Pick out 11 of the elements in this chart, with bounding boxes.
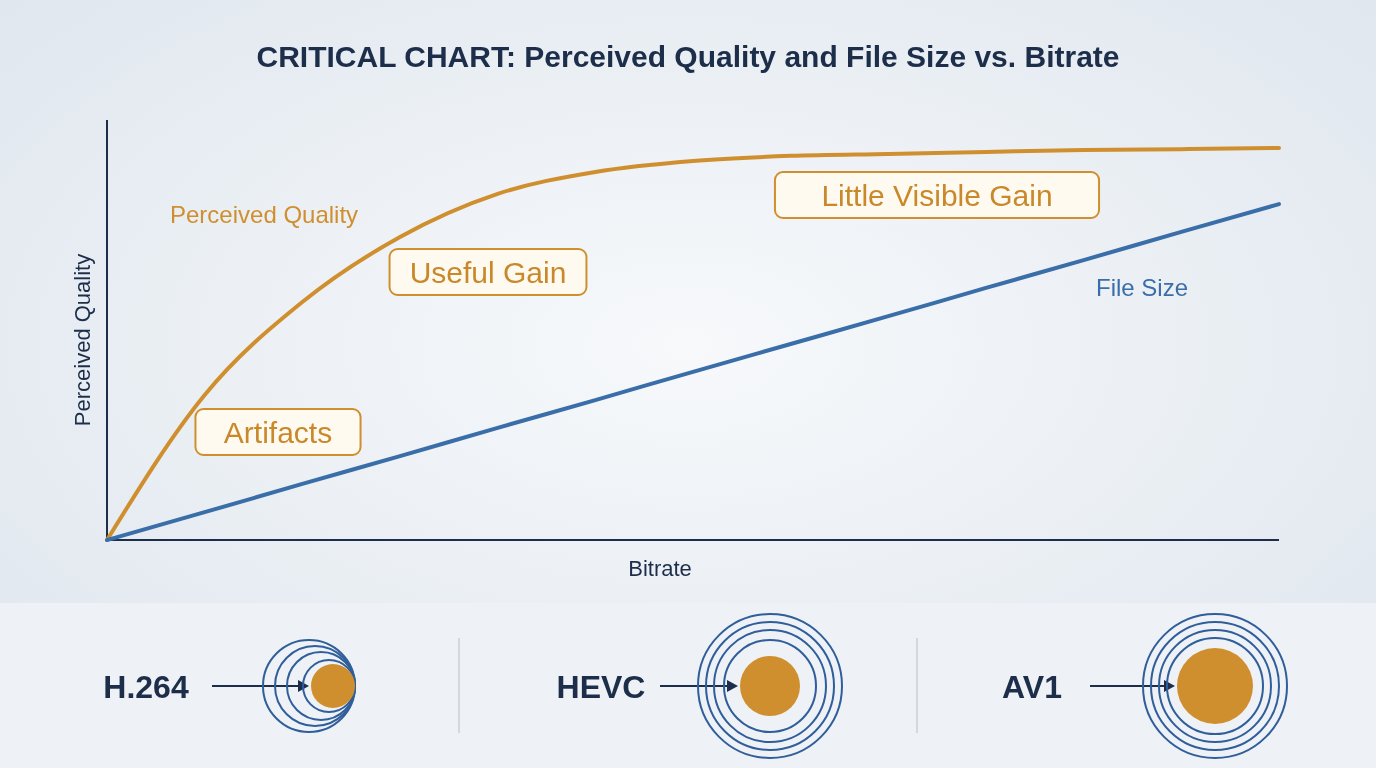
series-label: File Size (1095, 274, 1188, 301)
series-label: Perceived Quality (170, 201, 359, 228)
text: AV1 (1002, 669, 1062, 705)
text: H.264 (103, 669, 189, 705)
chart-title: CRITICAL CHART: Perceived Quality and File Size vs. Bitrate (256, 40, 1120, 73)
y-axis-title: Perceived Quality (70, 253, 95, 427)
annotation: Artifacts (223, 416, 333, 449)
x-axis-title: Bitrate (628, 556, 692, 581)
annotation: Little Visible Gain (821, 179, 1053, 212)
text: HEVC (556, 669, 646, 705)
annotation: Useful Gain (409, 256, 567, 289)
